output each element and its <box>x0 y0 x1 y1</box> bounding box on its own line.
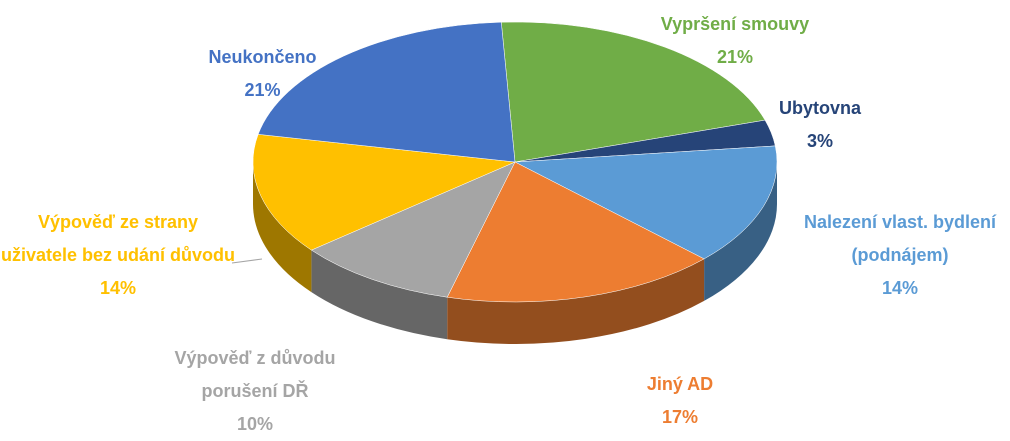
category-name: Nalezení vlast. bydlení (podnájem) <box>803 212 997 265</box>
category-name: Výpověď z důvodu porušení DŘ <box>174 348 336 401</box>
value-label: 10% <box>236 414 274 434</box>
slice <box>501 21 766 163</box>
category-name: Jiný AD <box>646 374 714 394</box>
slice-label: Výpověď ze strany uživatele bez udání dů… <box>0 206 236 305</box>
slice-label: Vypršení smouvy 21% <box>630 8 840 74</box>
slice <box>257 21 516 163</box>
value-label: 14% <box>881 278 919 298</box>
slice-side <box>253 162 312 293</box>
value-label: 21% <box>244 80 281 100</box>
slice-side <box>447 258 705 344</box>
slice-side <box>311 250 448 340</box>
category-name: Vypršení smouvy <box>660 14 810 34</box>
slice-side <box>704 162 777 301</box>
slice-label: Výpověď z důvodu porušení DŘ 10% <box>135 342 375 441</box>
value-label: 17% <box>661 407 699 427</box>
value-label: 21% <box>716 47 754 67</box>
value-label: 14% <box>99 278 137 298</box>
leader-line <box>231 258 263 264</box>
slice-label: Neukončeno 21% <box>170 41 355 107</box>
slice <box>252 134 516 251</box>
slice <box>446 161 705 303</box>
slice-label: Nalezení vlast. bydlení (podnájem) 14% <box>780 206 1010 305</box>
slice <box>514 145 778 260</box>
category-name: Ubytovna <box>778 98 861 118</box>
slice-label: Jiný AD 17% <box>580 368 780 434</box>
value-label: 3% <box>806 131 833 151</box>
slice-label: Ubytovna 3% <box>740 92 900 158</box>
category-name: Výpověď ze strany uživatele bez udání dů… <box>0 212 236 265</box>
category-name: Neukončeno <box>208 47 317 67</box>
slice <box>310 161 516 298</box>
